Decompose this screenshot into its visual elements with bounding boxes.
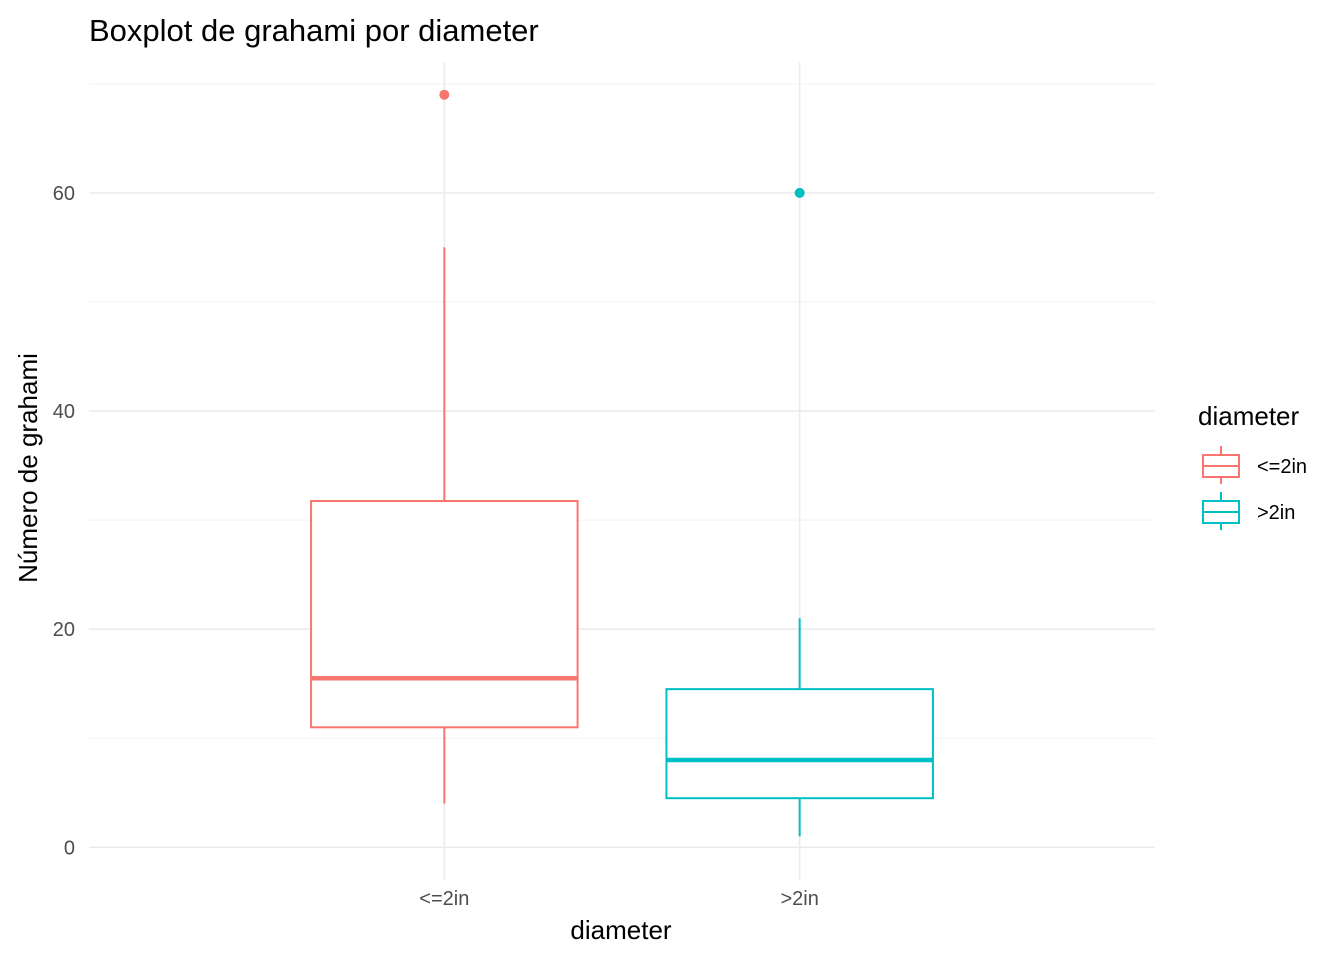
outlier-point [439,89,450,100]
x-tick-label: <=2in [419,888,469,910]
chart-title: Boxplot de grahami por diameter [89,13,539,48]
y-tick-label: 40 [53,401,75,423]
outlier-point [794,187,805,198]
plot-grid [89,62,1155,880]
boxplot-marks [310,89,934,837]
box-iqr [665,688,934,800]
legend-key-1 [1202,492,1240,530]
box-group-0 [310,89,579,804]
y-tick-label: 20 [53,619,75,641]
y-tick-label: 0 [64,837,75,859]
legend-label: <=2in [1257,456,1307,478]
y-axis-title: Número de grahami [13,353,43,583]
x-axis-title: diameter [570,915,671,945]
box-group-1 [665,187,934,837]
legend: diameter <=2in >2in [1198,401,1307,530]
y-tick-label: 60 [53,183,75,205]
legend-title: diameter [1198,401,1299,431]
box-iqr [310,499,579,729]
x-axis-tick-labels: <=2in >2in [419,888,819,910]
legend-label: >2in [1257,502,1295,524]
x-tick-label: >2in [780,888,818,910]
y-axis-tick-labels: 0 20 40 60 [53,183,75,859]
legend-key-0 [1202,446,1240,484]
